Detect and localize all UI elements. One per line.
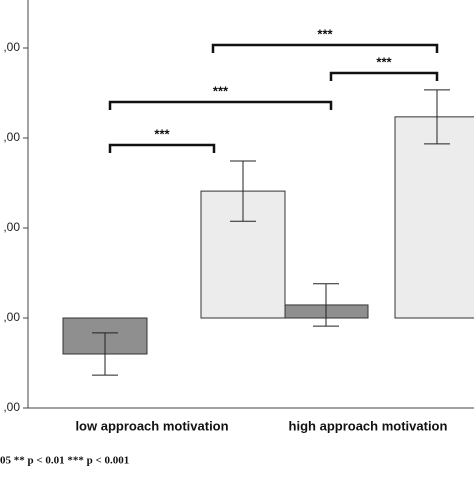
y-tick-label: ,00 <box>3 130 20 144</box>
y-tick-label: ,00 <box>3 220 20 234</box>
y-tick-label: ,00 <box>3 400 20 414</box>
significance-bracket <box>329 71 439 81</box>
significance-bracket <box>211 43 439 53</box>
footnote: 05 ** p < 0.01 *** p < 0.001 <box>0 455 129 467</box>
significance-label: *** <box>154 126 170 141</box>
significance-bracket <box>108 143 216 153</box>
bar <box>394 116 474 319</box>
significance-bracket <box>108 100 333 110</box>
x-tick-label: high approach motivation <box>289 418 448 433</box>
x-tick-label: low approach motivation <box>75 418 228 433</box>
significance-label: *** <box>376 54 392 69</box>
significance-label: *** <box>317 26 333 41</box>
significance-label: *** <box>213 83 229 98</box>
y-tick-label: ,00 <box>3 310 20 324</box>
y-tick-label: ,00 <box>3 40 20 54</box>
